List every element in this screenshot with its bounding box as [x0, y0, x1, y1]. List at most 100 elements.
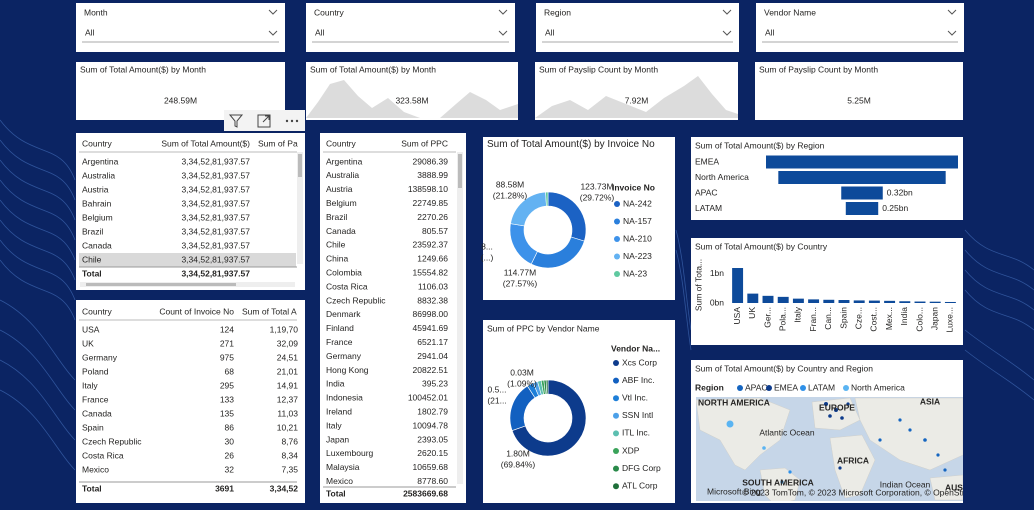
map-bubble — [726, 420, 734, 428]
legend-label: Vtl Inc. — [622, 392, 648, 402]
bar — [853, 300, 865, 303]
map-bubble — [828, 414, 832, 418]
table-cell: 2270.26 — [417, 212, 448, 222]
table-cell: 15554.82 — [413, 267, 449, 277]
table-cell: 24,51 — [277, 352, 299, 362]
dropdown-chevron — [498, 9, 508, 15]
table-cell: 1106.03 — [418, 281, 448, 291]
map-land — [929, 474, 963, 501]
table-cell: 10094.78 — [413, 420, 449, 430]
table-cell: 3,34,52,81,937.57 — [181, 212, 250, 222]
legend-label: APAC — [745, 382, 768, 392]
chart-title: Sum of PPC by Vendor Name — [487, 323, 600, 333]
slicer — [756, 3, 964, 52]
bar — [944, 301, 956, 303]
data-label: 0.32bn — [887, 187, 913, 197]
dropdown-chevron — [947, 30, 957, 36]
dropdown-chevron — [947, 9, 957, 15]
legend-marker — [613, 465, 619, 472]
bar — [792, 298, 804, 303]
table-cell: 3,34,52,81,937.57 — [181, 254, 250, 264]
data-label-percent: (29.72%) — [580, 192, 615, 202]
table — [320, 133, 466, 503]
legend-marker — [766, 385, 772, 391]
table-cell: 3,34,52,81,937.57 — [181, 198, 250, 208]
slicer-value: All — [315, 27, 325, 37]
card-value: 248.59M — [164, 95, 197, 105]
dropdown-chevron — [498, 30, 508, 36]
funnel-bar — [778, 171, 946, 184]
table-cell: Czech Republic — [326, 295, 386, 305]
x-tick-label: Pola... — [777, 307, 787, 331]
legend-marker — [737, 385, 743, 391]
dropdown-chevron — [722, 30, 732, 36]
funnel-bar — [841, 186, 883, 200]
map-bubble — [878, 438, 882, 442]
card-value: 5.25M — [847, 95, 871, 105]
data-label-percent: (21.28%) — [493, 190, 528, 200]
legend-marker — [843, 385, 849, 391]
table-cell: 20822.51 — [413, 365, 449, 375]
table-cell: 3,34,52,81,937.57 — [181, 240, 250, 250]
table-cell: 3,34,52,81,937.57 — [181, 170, 250, 180]
table-cell: 32,09 — [277, 338, 299, 348]
map-label: Atlantic Ocean — [759, 427, 815, 437]
map-land — [829, 434, 876, 499]
map-label: EUROPE — [819, 402, 855, 412]
legend-marker — [613, 430, 619, 437]
table-cell: 2620.15 — [417, 448, 448, 458]
map-bubble — [923, 438, 927, 442]
table-cell: 3,34,52,81,937.57 — [181, 156, 250, 166]
table-cell: Hong Kong — [326, 365, 369, 375]
category-label: EMEA — [695, 156, 719, 166]
table-cell: 8,34 — [281, 450, 298, 460]
table-cell: 26 — [225, 450, 235, 460]
x-tick-label: Spain — [838, 307, 848, 329]
table-cell: 6521.17 — [417, 337, 448, 347]
table-total: 2583669.68 — [403, 488, 448, 498]
more-options-dot — [285, 119, 289, 123]
table-total: Total — [82, 268, 102, 278]
card-title: Sum of Payslip Count by Month — [539, 64, 658, 74]
bar — [838, 300, 850, 303]
table-cell: Ireland — [326, 406, 352, 416]
column-header: Sum of Total Amount($) — [161, 138, 250, 148]
table — [76, 300, 305, 503]
legend-title: Invoice No — [612, 182, 655, 192]
chart-title: Sum of Total Amount($) by Country — [695, 241, 828, 251]
legend-title: Region — [695, 382, 724, 392]
table-cell: Italy — [82, 380, 98, 390]
table-cell: Chile — [326, 240, 346, 250]
table-cell: Costa Rica — [82, 450, 124, 460]
table-cell: Chile — [82, 254, 102, 264]
table-cell: France — [326, 337, 353, 347]
bar — [823, 299, 835, 303]
map-bubble — [840, 416, 844, 420]
x-tick-label: Cze... — [853, 307, 863, 329]
map-land — [854, 397, 963, 471]
card-value: 323.58M — [395, 95, 428, 105]
table-cell: 138598.10 — [408, 184, 448, 194]
table-cell: 1249.66 — [417, 254, 448, 264]
table-cell: 395.23 — [422, 379, 448, 389]
map-land — [696, 397, 791, 471]
legend-marker — [613, 377, 619, 384]
map-label: AFRICA — [837, 455, 869, 465]
bar — [914, 301, 926, 303]
slicer-label: Country — [314, 7, 345, 17]
table-cell: Denmark — [326, 309, 361, 319]
table-cell: Germany — [326, 351, 362, 361]
map-bubble — [898, 418, 902, 422]
card-title: Sum of Payslip Count by Month — [759, 64, 878, 74]
slicer — [306, 3, 515, 52]
table-cell: 86998.00 — [413, 309, 449, 319]
table-body: Country Count of Invoice No Sum of Total A… — [79, 306, 298, 493]
map-bubble — [838, 466, 842, 470]
table-cell: Malaysia — [326, 462, 360, 472]
table-total: 3691 — [215, 483, 234, 493]
table-cell: 975 — [220, 352, 234, 362]
x-tick-label: Italy — [793, 306, 803, 322]
table-cell: 22749.85 — [413, 198, 449, 208]
slicer-label: Month — [84, 7, 108, 17]
funnel-bar — [845, 202, 879, 215]
